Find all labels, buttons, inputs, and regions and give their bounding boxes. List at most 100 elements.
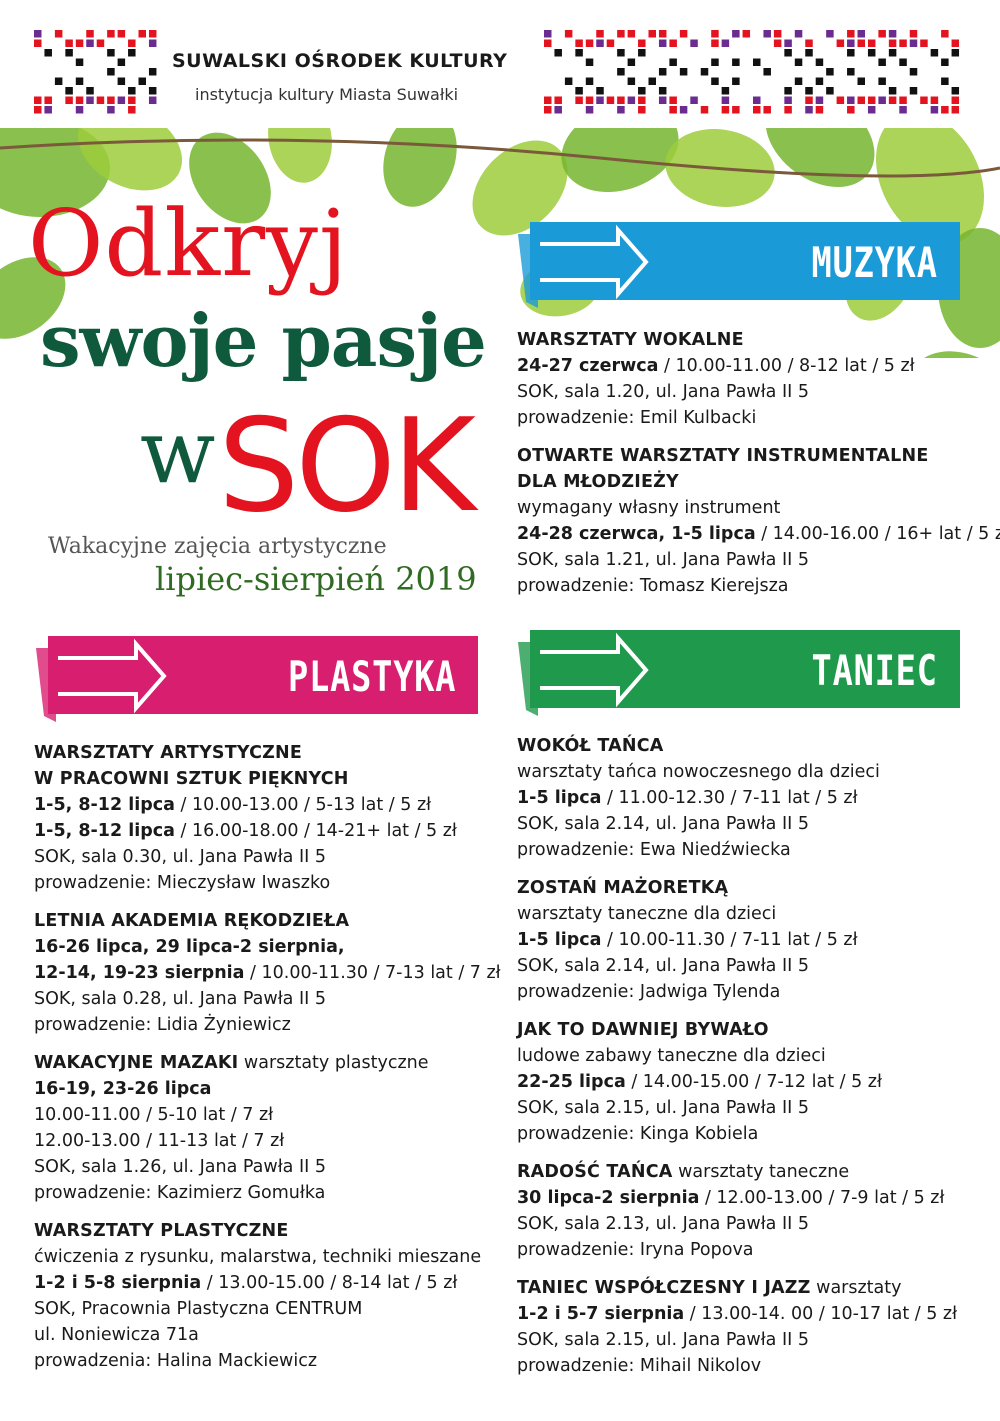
pattern-square <box>721 39 730 47</box>
event-date: 1-5, 8-12 lipca <box>34 795 175 815</box>
pattern-square <box>941 77 949 85</box>
pattern-square <box>596 39 604 47</box>
pattern-square <box>107 96 115 104</box>
pattern-square <box>899 58 907 66</box>
pattern-square <box>815 106 824 114</box>
pattern-square <box>617 30 625 38</box>
pattern-square <box>909 30 918 38</box>
event-entry: TANIEC WSPÓŁCZESNY I JAZZ warsztaty 1-2 i… <box>517 1275 957 1379</box>
pattern-square <box>742 30 751 38</box>
pattern-square <box>107 106 115 114</box>
banner-label: TANIEC <box>811 646 938 695</box>
event-detail: ćwiczenia z rysunku, malarstwa, techniki… <box>34 1247 482 1267</box>
event-date: 22-25 lipca <box>517 1072 626 1092</box>
pattern-square <box>606 39 615 47</box>
event-detail: warsztaty taneczne dla dzieci <box>517 904 777 924</box>
pattern-square <box>658 39 667 47</box>
event-detail: / 13.00-14. 00 / 10-17 lat / 5 zł <box>684 1304 958 1324</box>
pattern-square <box>732 77 740 85</box>
pattern-square <box>148 87 157 95</box>
pattern-square <box>888 96 897 104</box>
pattern-square <box>711 58 719 66</box>
pattern-square <box>585 58 594 66</box>
event-detail: SOK, sala 2.14, ul. Jana Pawła II 5 <box>517 956 809 976</box>
event-detail: SOK, sala 0.30, ul. Jana Pawła II 5 <box>34 847 326 867</box>
pattern-square <box>75 39 84 47</box>
pattern-square <box>575 49 583 57</box>
pattern-square <box>585 77 594 85</box>
banner-ribbon <box>36 636 478 722</box>
pattern-square <box>878 58 886 66</box>
pattern-square <box>75 77 84 85</box>
pattern-square <box>658 87 667 95</box>
pattern-square <box>638 39 646 47</box>
event-line: prowadzenie: Mihail Nikolov <box>517 1353 957 1379</box>
pattern-square <box>711 77 719 85</box>
event-title: WARSZTATY PLASTYCZNE <box>34 1221 289 1241</box>
pattern-square <box>941 106 949 114</box>
pattern-square <box>658 68 667 76</box>
pattern-square <box>899 106 907 114</box>
event-line: prowadzenie: Tomasz Kierejsza <box>517 573 1000 599</box>
event-detail: prowadzenie: Mieczysław Iwaszko <box>34 873 331 893</box>
pattern-square <box>128 87 136 95</box>
pattern-square <box>930 106 939 114</box>
event-detail: SOK, Pracownia Plastyczna CENTRUM <box>34 1299 363 1319</box>
pattern-square <box>96 96 105 104</box>
event-line: 30 lipca-2 sierpnia / 12.00-13.00 / 7-9 … <box>517 1185 957 1211</box>
pattern-square <box>899 96 907 104</box>
event-detail: SOK, sala 1.26, ul. Jana Pawła II 5 <box>34 1157 326 1177</box>
event-line: prowadzenie: Kinga Kobiela <box>517 1121 957 1147</box>
event-line: 1-5, 8-12 lipca / 10.00-13.00 / 5-13 lat… <box>34 792 501 818</box>
event-line: ludowe zabawy taneczne dla dzieci <box>517 1043 957 1069</box>
pattern-square <box>773 30 782 38</box>
pattern-square <box>784 96 792 104</box>
branch <box>0 138 1000 178</box>
pattern-square <box>815 58 824 66</box>
pattern-square <box>763 30 771 38</box>
event-detail: SOK, sala 2.14, ul. Jana Pawła II 5 <box>517 814 809 834</box>
leaf-icon <box>765 128 875 187</box>
event-line: prowadzenie: Ewa Niedźwiecka <box>517 837 957 863</box>
pattern-square <box>909 68 918 76</box>
leaf-icon <box>561 128 679 193</box>
event-line: 24-28 czerwca, 1-5 lipca / 14.00-16.00 /… <box>517 521 1000 547</box>
pattern-square <box>773 39 782 47</box>
pattern-square <box>847 49 855 57</box>
pattern-square <box>107 49 115 57</box>
pattern-square <box>596 87 604 95</box>
event-title: WAKACYJNE MAZAKI <box>34 1053 239 1073</box>
event-detail: / 11.00-12.30 / 7-11 lat / 5 zł <box>601 788 858 808</box>
pattern-square <box>564 30 573 38</box>
event-title: OTWARTE WARSZTATY INSTRUMENTALNE <box>517 446 929 466</box>
event-detail: SOK, sala 2.13, ul. Jana Pawła II 5 <box>517 1214 809 1234</box>
pattern-square <box>732 106 740 114</box>
pattern-square <box>857 96 865 104</box>
pattern-square <box>575 87 583 95</box>
pattern-square <box>148 68 157 76</box>
event-detail: prowadzenie: Iryna Popova <box>517 1240 754 1260</box>
leaf-icon <box>875 128 985 245</box>
event-entry: OTWARTE WARSZTATY INSTRUMENTALNE DLA MŁOD… <box>517 443 1000 599</box>
pattern-square <box>86 30 94 38</box>
event-line: 12.00-13.00 / 11-13 lat / 7 zł <box>34 1128 501 1154</box>
event-detail: prowadzenie: Kinga Kobiela <box>517 1124 759 1144</box>
pattern-square <box>544 30 552 38</box>
event-detail: prowadzenie: Ewa Niedźwiecka <box>517 840 791 860</box>
event-line: 16-26 lipca, 29 lipca-2 sierpnia, <box>34 934 501 960</box>
event-entry: WAKACYJNE MAZAKI warsztaty plastyczne 16-… <box>34 1050 501 1206</box>
pattern-square <box>805 87 813 95</box>
org-name: SUWALSKI OŚRODEK KULTURY <box>172 50 508 72</box>
pattern-square <box>930 96 939 104</box>
pattern-square <box>815 96 824 104</box>
event-detail: SOK, sala 0.28, ul. Jana Pawła II 5 <box>34 989 326 1009</box>
event-entry: WARSZTATY PLASTYCZNE ćwiczenia z rysunku,… <box>34 1218 501 1374</box>
pattern-square <box>648 77 656 85</box>
pattern-square <box>867 49 876 57</box>
pattern-square <box>638 106 646 114</box>
pattern-square <box>794 77 803 85</box>
event-detail: / 10.00-11.00 / 8-12 lat / 5 zł <box>658 356 915 376</box>
pattern-square <box>711 30 719 38</box>
pattern-square <box>826 87 834 95</box>
pattern-square <box>128 106 136 114</box>
